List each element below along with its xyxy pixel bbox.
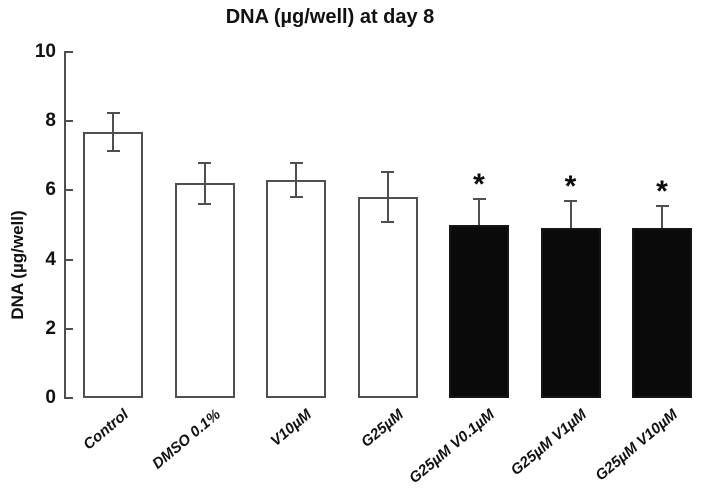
x-category-label: Control: [80, 406, 132, 454]
error-bar-cap-bottom: [198, 203, 211, 206]
error-bar-cap-top: [381, 171, 394, 174]
y-tick-label: 2: [45, 317, 56, 339]
error-bar-cap-top: [106, 111, 120, 114]
y-tick-label: 10: [34, 41, 56, 62]
bar: [266, 180, 326, 398]
error-bar-line: [569, 200, 572, 229]
y-tick-label: 6: [45, 179, 56, 201]
y-axis-tick: [66, 120, 73, 123]
error-bar-cap-bottom: [106, 149, 120, 152]
y-axis-line: [64, 51, 66, 399]
y-axis-tick: [66, 258, 73, 261]
error-bar-cap-bottom: [289, 196, 303, 199]
y-axis-tick: [66, 397, 73, 399]
bar: [174, 183, 235, 398]
error-bar-cap-top: [198, 161, 211, 164]
chart-title: DNA (µg/well) at day 8: [225, 6, 435, 28]
error-bar-line: [112, 112, 114, 151]
bar: [83, 131, 143, 398]
error-bar-cap-top: [472, 198, 486, 201]
bar: [632, 228, 692, 398]
error-bar-line: [661, 205, 663, 229]
error-bar-cap-bottom: [381, 221, 394, 224]
y-axis-tick: [66, 51, 73, 53]
error-bar-cap-top: [289, 161, 303, 164]
error-bar-line: [295, 162, 297, 198]
bar: [449, 225, 509, 398]
y-tick-label: 8: [45, 110, 56, 132]
significance-asterisk: *: [656, 174, 668, 208]
error-bar-cap-top: [564, 199, 577, 202]
significance-asterisk: *: [564, 169, 577, 203]
y-axis-tick: [66, 189, 73, 192]
y-tick-label: 0: [45, 387, 56, 408]
bar: [357, 197, 418, 398]
error-bar-line: [386, 172, 389, 223]
error-bar-cap-top: [655, 204, 669, 207]
significance-asterisk: *: [473, 168, 485, 202]
error-bar-line: [203, 162, 206, 205]
bar: [540, 228, 601, 398]
y-axis-tick: [66, 327, 73, 330]
y-tick-label: 4: [45, 248, 56, 270]
error-bar-line: [478, 199, 480, 225]
